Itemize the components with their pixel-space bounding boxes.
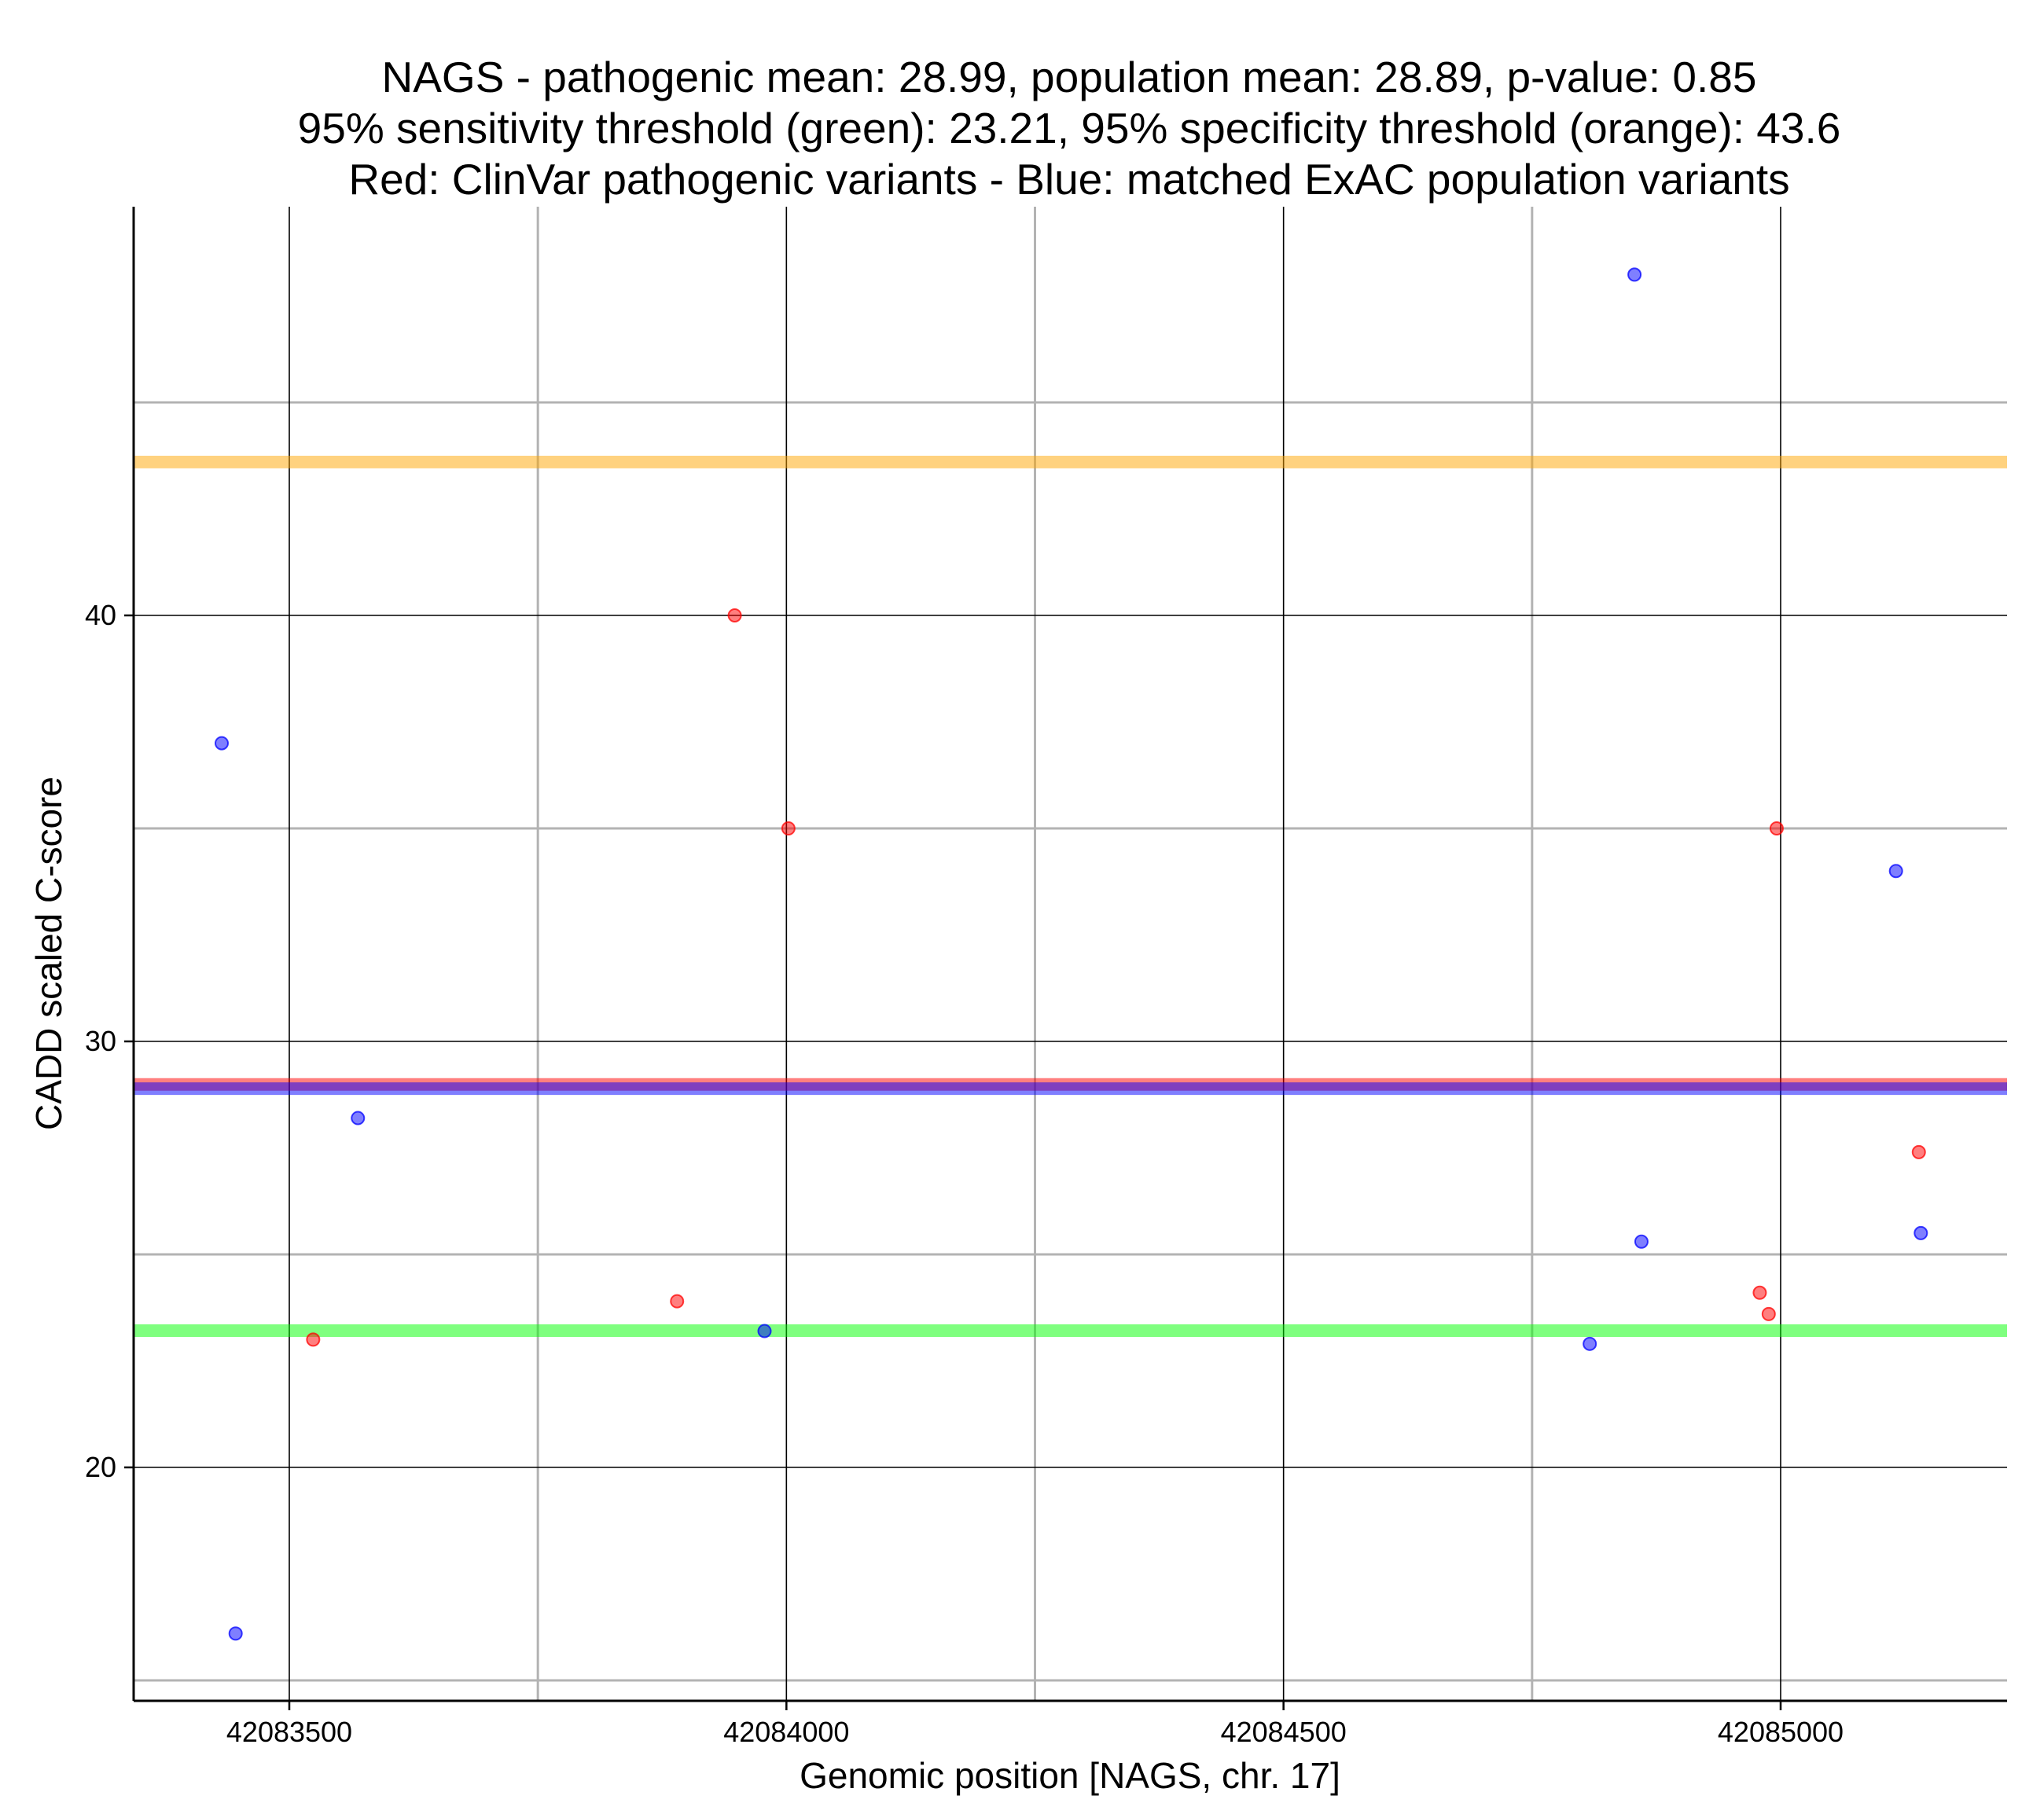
- population-variant-point: [351, 1111, 366, 1125]
- pathogenic-variant-point: [1911, 1144, 1926, 1159]
- chart-title-line-2: 95% sensitivity threshold (green): 23.21…: [298, 104, 1841, 152]
- x-tick-label: 42084000: [723, 1716, 849, 1748]
- pathogenic-variant-point: [781, 821, 796, 835]
- pathogenic-variant-point: [306, 1332, 321, 1347]
- pathogenic-variant-point: [670, 1294, 685, 1309]
- pathogenic-variant-point: [1761, 1306, 1776, 1321]
- population-variant-point: [1627, 267, 1642, 282]
- gridlines: [134, 207, 2007, 1701]
- x-axis-title: Genomic position [NAGS, chr. 17]: [800, 1755, 1340, 1796]
- pathogenic-variant-point: [1752, 1285, 1767, 1300]
- pathogenic-variant-point: [1769, 821, 1784, 835]
- population-variant-point: [1634, 1234, 1649, 1249]
- chart-title-line-1: NAGS - pathogenic mean: 28.99, populatio…: [382, 53, 1757, 101]
- population-variant-point: [1913, 1225, 1928, 1240]
- population-variant-point: [228, 1626, 243, 1641]
- y-tick-label: 30: [85, 1025, 116, 1057]
- threshold-lines: [134, 455, 2007, 1338]
- pathogenic-variant-point: [727, 608, 742, 622]
- chart-title-line-3: Red: ClinVar pathogenic variants - Blue:…: [348, 155, 1789, 204]
- data-points: [215, 267, 1928, 1641]
- population-variant-point: [757, 1324, 772, 1338]
- y-tick-label: 40: [85, 599, 116, 631]
- population-variant-point: [215, 736, 230, 751]
- y-axis-title: CADD scaled C-score: [28, 777, 69, 1130]
- axis-ticks: 42083500 42084000 42084500 42085000 20 30 40: [85, 599, 1844, 1748]
- x-tick-label: 42084500: [1221, 1716, 1347, 1748]
- x-tick-label: 42083500: [226, 1716, 352, 1748]
- x-tick-label: 42085000: [1718, 1716, 1844, 1748]
- population-variant-point: [1583, 1336, 1597, 1351]
- y-tick-label: 20: [85, 1451, 116, 1483]
- population-variant-point: [1888, 864, 1903, 879]
